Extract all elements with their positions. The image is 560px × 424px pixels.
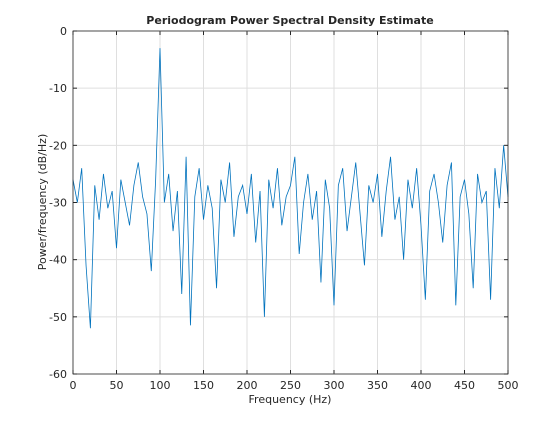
plot-frame bbox=[72, 30, 509, 375]
chart-title: Periodogram Power Spectral Density Estim… bbox=[146, 14, 433, 27]
y-tick-label: 0 bbox=[60, 25, 67, 38]
x-tick-label: 250 bbox=[280, 379, 301, 392]
y-tick-label: -50 bbox=[49, 311, 67, 324]
series-line bbox=[72, 48, 509, 329]
x-tick-label: 450 bbox=[454, 379, 475, 392]
x-tick-label: 150 bbox=[193, 379, 214, 392]
y-tick-label: -60 bbox=[49, 368, 67, 381]
y-axis-label: Power/frequency (dB/Hz) bbox=[36, 134, 49, 271]
x-tick-label: 100 bbox=[150, 379, 171, 392]
x-tick-label: 400 bbox=[411, 379, 432, 392]
y-tick-label: -20 bbox=[49, 139, 67, 152]
x-tick-label: 50 bbox=[110, 379, 124, 392]
x-tick-label: 0 bbox=[70, 379, 77, 392]
y-tick-label: -10 bbox=[49, 82, 67, 95]
x-tick-label: 300 bbox=[324, 379, 345, 392]
y-tick-label: -30 bbox=[49, 197, 67, 210]
x-tick-label: 200 bbox=[237, 379, 258, 392]
x-tick-label: 500 bbox=[498, 379, 519, 392]
x-axis-label: Frequency (Hz) bbox=[249, 393, 332, 406]
x-tick-label: 350 bbox=[367, 379, 388, 392]
y-tick-label: -40 bbox=[49, 254, 67, 267]
